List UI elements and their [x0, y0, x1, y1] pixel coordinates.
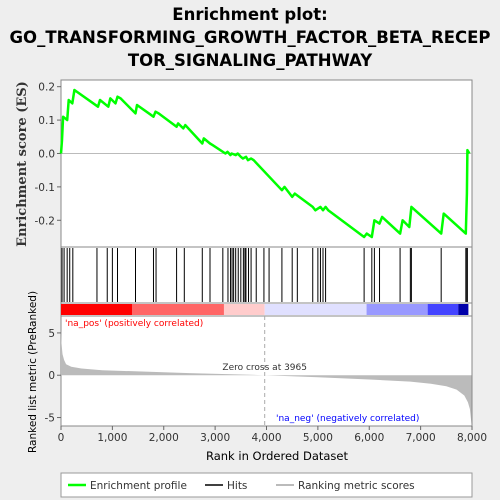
es-y-tick-label: -0.2	[35, 215, 56, 227]
colorbar-segment	[427, 304, 459, 315]
es-y-tick-label: -0.1	[35, 182, 56, 194]
x-tick-label: 8,000	[457, 432, 487, 444]
colorbar-segment	[132, 304, 224, 315]
x-tick-label: 4,000	[251, 432, 281, 444]
enrichment-profile-line	[59, 88, 471, 239]
zero-cross-label: Zero cross at 3965	[222, 363, 307, 373]
x-axis-ticks: 0 1,000 2,000 3,000 4,000 5,000 6,000 7,000 8,00…	[58, 426, 487, 444]
legend: Enrichment profile Hits Ranking metric sco…	[68, 480, 415, 492]
metric-y-tick-label: -5	[45, 413, 55, 425]
rank-colorbar	[61, 304, 469, 315]
metric-y-ticks: 5 0 -5	[45, 328, 61, 425]
es-y-tick-label: 0.2	[38, 82, 55, 94]
colorbar-segment	[61, 304, 133, 315]
pos-correlated-label: 'na_pos' (positively correlated)	[65, 319, 203, 329]
x-tick-label: 6,000	[354, 432, 384, 444]
x-tick-label: 3,000	[200, 432, 230, 444]
neg-correlated-label: 'na_neg' (negatively correlated)	[276, 414, 419, 424]
legend-box	[60, 472, 473, 498]
x-tick-label: 2,000	[149, 432, 179, 444]
x-tick-label: 1,000	[97, 432, 127, 444]
metric-panel	[60, 315, 473, 427]
legend-label: Ranking metric scores	[298, 480, 415, 492]
es-y-tick-label: 0.0	[38, 148, 55, 160]
x-tick-label: 0	[58, 432, 65, 444]
colorbar-segment	[458, 304, 469, 315]
metric-y-tick-label: 5	[48, 328, 55, 340]
ranking-metric-area	[61, 329, 472, 425]
legend-label: Hits	[227, 480, 247, 492]
metric-y-tick-label: 0	[48, 370, 55, 382]
hit-markers	[61, 248, 468, 302]
colorbar-segment	[264, 304, 367, 315]
legend-label: Enrichment profile	[90, 480, 187, 492]
chart-title: Enrichment plot: GO_TRANSFORMING_GROWTH_…	[0, 3, 500, 72]
title-line-3: TOR_SIGNALING_PATHWAY	[127, 51, 373, 70]
hits-panel	[60, 246, 473, 304]
es-y-ticks: 0.2 0.1 0.0 -0.1 -0.2	[35, 82, 61, 227]
metric-y-axis-label: Ranked list metric (PreRanked)	[27, 291, 39, 453]
x-tick-label: 5,000	[303, 432, 333, 444]
colorbar-segment	[366, 304, 428, 315]
title-line-2: GO_TRANSFORMING_GROWTH_FACTOR_BETA_RECEP	[9, 28, 491, 47]
es-y-axis-label: Enrichment score (ES)	[15, 81, 30, 247]
es-y-tick-label: 0.1	[38, 115, 55, 127]
x-axis-label: Rank in Ordered Dataset	[206, 449, 349, 463]
colorbar-segment	[223, 304, 265, 315]
x-tick-label: 7,000	[406, 432, 436, 444]
title-line-1: Enrichment plot:	[172, 5, 328, 24]
